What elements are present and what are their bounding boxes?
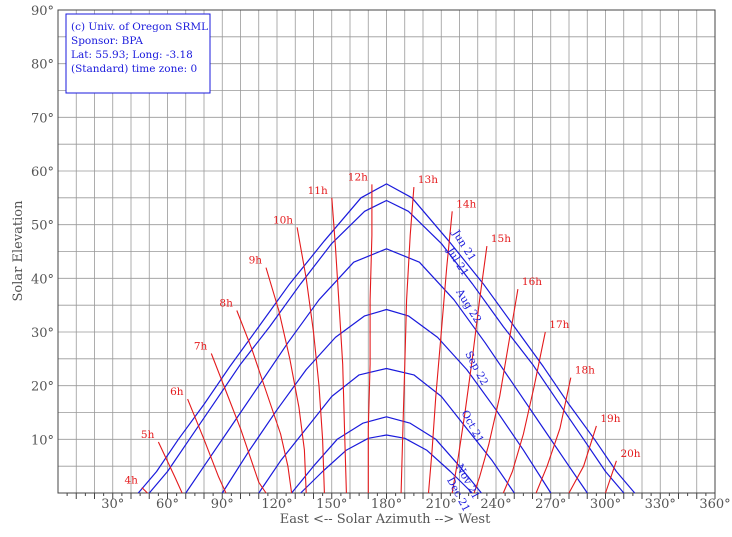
y-tick-label: 80° [31,58,54,73]
x-tick-label: 360° [699,497,730,512]
hour-curve [187,398,227,494]
hour-curve [236,310,293,494]
date-curve [300,434,473,494]
x-tick-label: 240° [480,497,511,512]
y-tick-label: 90° [31,4,54,19]
axis-ticks: 30° 60° 90° 120° 150° 180° 210° 240° 270° 300° 330… [31,4,731,512]
hour-curve [451,246,488,494]
hour-label: 8h [219,298,233,310]
hour-label: 6h [170,386,184,398]
y-tick-label: 60° [31,165,54,180]
hour-curve [331,197,347,494]
hour-label: 7h [194,340,208,352]
x-tick-label: 330° [645,497,676,512]
info-box: (c) Univ. of Oregon SRML Sponsor: BPA La… [65,13,211,94]
hour-label: 17h [549,319,569,331]
x-tick-label: 60° [156,497,179,512]
hour-curve [502,331,546,494]
info-line-1: (c) Univ. of Oregon SRML [71,21,208,33]
date-curves [137,183,636,494]
x-axis-label: East <-- Solar Azimuth --> West [280,512,491,527]
x-tick-label: 90° [211,497,234,512]
hour-label: 9h [249,255,263,267]
x-tick-label: 150° [316,497,347,512]
x-tick-label: 210° [426,497,457,512]
y-axis-label: Solar Elevation [11,200,26,302]
x-tick-label: 180° [371,497,402,512]
hour-label: 10h [273,214,293,226]
hour-curve [535,377,572,494]
y-tick-label: 40° [31,272,54,287]
hour-label: 4h [124,475,138,487]
hour-curve [604,460,617,494]
hour-curves [141,184,617,494]
hour-curve [265,267,307,494]
hour-label: 5h [141,429,155,441]
x-tick-label: 300° [590,497,621,512]
hour-label: 16h [522,276,542,288]
plot-frame [57,9,716,494]
hour-curve [141,487,148,494]
hour-label: 12h [348,171,368,183]
info-line-2: Sponsor: BPA [71,35,143,47]
date-curve [148,199,625,494]
hour-curve [367,184,373,493]
info-box-frame [65,13,211,94]
hour-curve [296,227,325,494]
y-tick-label: 30° [31,326,54,341]
y-tick-label: 50° [31,219,54,234]
date-curve [258,367,515,494]
date-curve [291,416,482,494]
x-tick-label: 270° [535,497,566,512]
hour-label: 19h [600,413,620,425]
date-curve [185,248,588,494]
info-line-3: Lat: 55.93; Long: -3.18 [71,49,193,61]
y-tick-label: 10° [31,433,54,448]
hour-label: 18h [575,365,595,377]
hour-curve [427,211,453,494]
hour-label: 15h [491,233,511,245]
info-line-4: (Standard) time zone: 0 [71,63,197,75]
hour-curve [210,353,267,494]
x-tick-label: 120° [261,497,292,512]
hour-label: 20h [620,448,640,460]
hour-curve [473,289,519,494]
hour-curve [568,425,597,494]
x-tick-label: 30° [101,497,124,512]
hour-curve [400,187,415,494]
date-curve [221,308,552,494]
y-tick-label: 20° [31,380,54,395]
date-curve [137,183,636,494]
hour-curve [157,441,183,494]
y-tick-label: 70° [31,111,54,126]
hour-label: 14h [456,198,476,210]
hour-label: 11h [308,185,328,197]
hour-label: 13h [418,174,438,186]
